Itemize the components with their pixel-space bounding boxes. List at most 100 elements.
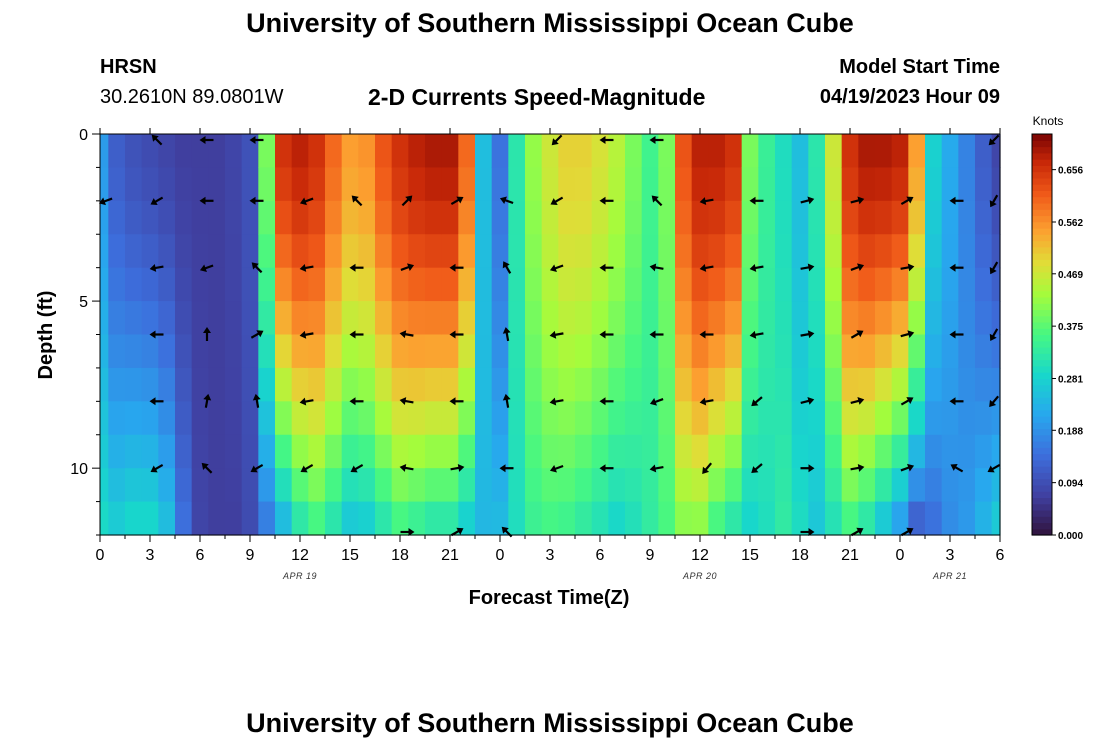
arrow-head — [550, 198, 558, 206]
heatmap-cell — [825, 334, 843, 369]
heatmap-cell — [425, 334, 443, 369]
current-arrow — [399, 330, 414, 339]
heatmap-cell — [408, 200, 426, 235]
arrow-head — [749, 196, 756, 205]
heatmap-cell — [208, 334, 226, 369]
arrow-head — [399, 464, 407, 472]
heatmap-cell — [675, 434, 693, 469]
heatmap-cell — [175, 134, 193, 169]
heatmap-cell — [708, 167, 726, 202]
heatmap-cell — [875, 434, 893, 469]
current-arrow — [699, 330, 714, 339]
heatmap-cell — [725, 334, 743, 369]
heatmap-cell — [608, 167, 626, 202]
heatmap-cell — [191, 167, 209, 202]
heatmap-cell — [341, 267, 359, 302]
heatmap-cell — [575, 301, 593, 336]
heatmap-cell — [541, 267, 559, 302]
heatmap-cell — [525, 234, 543, 269]
heatmap-cell — [141, 267, 159, 302]
heatmap-cell — [775, 301, 793, 336]
heatmap-cell — [758, 501, 776, 536]
heatmap-cell — [808, 334, 826, 369]
heatmap-cell — [941, 234, 959, 269]
heatmap-cell — [258, 334, 276, 369]
heatmap-cell — [125, 468, 143, 503]
heatmap-cell — [841, 167, 859, 202]
arrow-head — [857, 397, 865, 405]
heatmap-cell — [708, 267, 726, 302]
heatmap-cell — [341, 234, 359, 269]
heatmap-cell — [891, 134, 909, 169]
heatmap-cell — [425, 401, 443, 436]
heatmap-cell — [908, 367, 926, 402]
heatmap-cell — [858, 200, 876, 235]
heatmap-cell — [291, 167, 309, 202]
current-arrow — [551, 134, 563, 146]
heatmap-cell — [175, 468, 193, 503]
current-arrow — [399, 464, 414, 472]
model-start-value: 04/19/2023 Hour 09 — [819, 86, 1000, 108]
heatmap-cell — [608, 501, 626, 536]
heatmap-cell — [591, 434, 609, 469]
current-arrow — [149, 264, 164, 272]
heatmap-cell — [558, 367, 576, 402]
heatmap-cell — [525, 501, 543, 536]
heatmap-cell — [725, 267, 743, 302]
colorbar-swatch — [1032, 184, 1052, 191]
heatmap-cell — [141, 367, 159, 402]
heatmap-cell — [975, 367, 993, 402]
arrow-head — [299, 397, 307, 406]
heatmap-cell — [691, 200, 709, 235]
x-tick-label: 6 — [996, 547, 1005, 564]
heatmap-cell — [791, 334, 809, 369]
heatmap-cell — [408, 301, 426, 336]
heatmap-cell — [408, 468, 426, 503]
heatmap-cell — [441, 434, 459, 469]
current-arrow — [449, 397, 464, 406]
heatmap-cell — [325, 301, 343, 336]
colorbar-swatch — [1032, 447, 1052, 455]
heatmap-cell — [841, 200, 859, 235]
heatmap-cell — [191, 501, 209, 536]
arrow-head — [151, 134, 159, 142]
current-arrow — [989, 261, 999, 275]
heatmap-cell — [641, 401, 659, 436]
heatmap-cell — [100, 301, 109, 336]
heatmap-cell — [991, 167, 1001, 202]
heatmap-cell — [325, 134, 343, 169]
current-arrow — [599, 263, 614, 272]
colorbar-swatch — [1032, 321, 1052, 329]
heatmap-cell — [158, 301, 176, 336]
heatmap-cell — [141, 468, 159, 503]
heatmap-cell — [358, 200, 376, 235]
heatmap-cell — [158, 234, 176, 269]
heatmap-cell — [441, 334, 459, 369]
heatmap-cell — [491, 501, 509, 536]
heatmap-cell — [791, 234, 809, 269]
colorbar-swatch — [1032, 278, 1052, 285]
heatmap-cell — [925, 401, 943, 436]
heatmap-cell — [641, 334, 659, 369]
heatmap-cell — [808, 501, 826, 536]
heatmap-cell — [558, 334, 576, 369]
arrow-head — [699, 197, 707, 205]
current-arrow — [299, 330, 314, 339]
heatmap-cell — [725, 401, 743, 436]
heatmap-cell — [541, 468, 559, 503]
current-arrow — [349, 397, 364, 406]
heatmap-cell — [775, 167, 793, 202]
heatmap-cell — [675, 234, 693, 269]
heatmap-cell — [108, 167, 126, 202]
heatmap-cell — [508, 367, 526, 402]
heatmap-cell — [225, 501, 243, 536]
heatmap-cell — [458, 501, 476, 536]
heatmap-cell — [708, 134, 726, 169]
heatmap-cell — [858, 134, 876, 169]
heatmap-cell — [208, 234, 226, 269]
heatmap-cell — [958, 167, 976, 202]
heatmap-cell — [925, 468, 943, 503]
heatmap-cell — [991, 301, 1001, 336]
heatmap-cell — [158, 468, 176, 503]
heatmap-cell — [375, 234, 393, 269]
